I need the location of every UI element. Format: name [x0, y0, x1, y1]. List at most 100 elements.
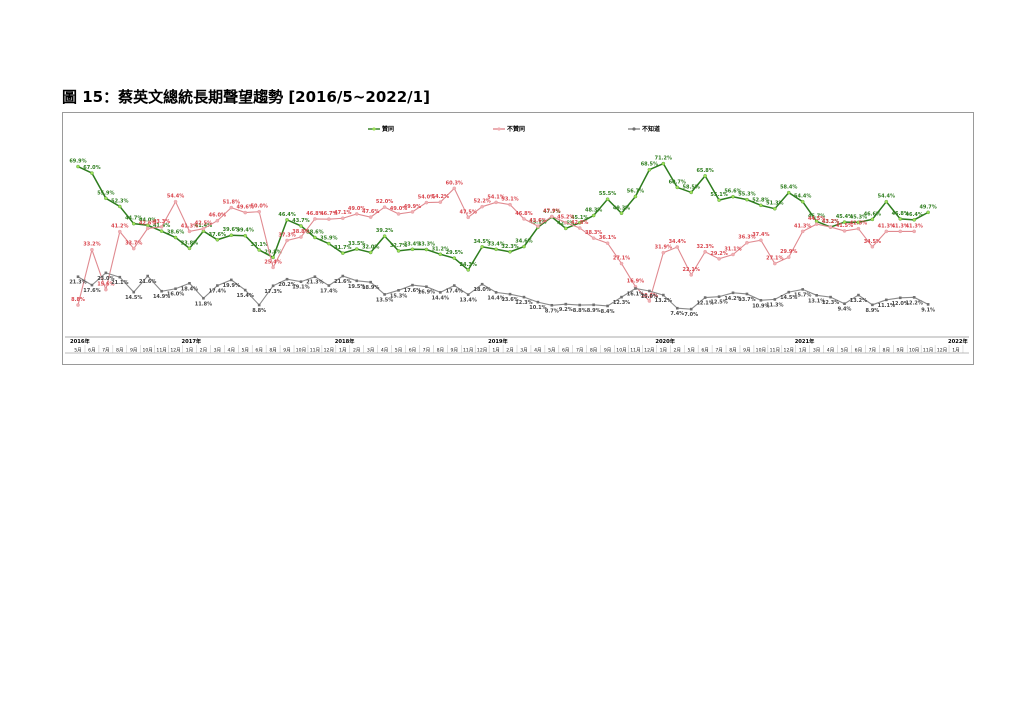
- data-label: 14.5%: [780, 295, 797, 301]
- data-point: [661, 250, 666, 255]
- data-point: [396, 212, 401, 216]
- data-label: 12.0%: [892, 301, 909, 307]
- data-point: [229, 233, 234, 237]
- data-label: 31.9%: [655, 245, 672, 251]
- data-point: [76, 275, 80, 279]
- x-tick-label: 4月: [228, 348, 236, 354]
- data-point: [731, 194, 735, 199]
- data-label: 8.7%: [545, 308, 559, 314]
- data-point: [90, 171, 94, 175]
- data-point: [327, 284, 331, 287]
- data-point: [382, 205, 387, 209]
- data-label: 17.4%: [446, 289, 463, 295]
- data-label: 44.5%: [808, 216, 825, 222]
- data-label: 9.4%: [838, 307, 852, 313]
- data-point: [508, 250, 512, 254]
- data-label: 39.2%: [376, 228, 393, 234]
- year-label: 2022年: [948, 337, 968, 345]
- year-label: 2021年: [795, 337, 815, 345]
- data-label: 55.9%: [97, 190, 114, 196]
- x-tick-label: 3月: [520, 348, 528, 354]
- data-label: 14.9%: [153, 294, 170, 300]
- data-point: [745, 240, 749, 245]
- data-label: 46.8%: [306, 211, 323, 217]
- data-label: 43.3%: [153, 219, 170, 225]
- data-point: [689, 307, 693, 311]
- x-tick-label: 5月: [395, 348, 403, 354]
- x-tick-label: 9月: [283, 348, 291, 354]
- data-point: [466, 268, 470, 272]
- year-label: 2019年: [488, 337, 508, 345]
- data-label: 31.2%: [432, 246, 449, 252]
- x-tick-label: 11月: [630, 348, 640, 354]
- legend-marker-0: [372, 127, 376, 131]
- data-label: 41.3%: [181, 223, 198, 229]
- data-label: 42.8%: [571, 220, 588, 226]
- data-label: 21.3%: [69, 280, 86, 286]
- data-label: 16.0%: [167, 292, 184, 298]
- x-tick-label: 5月: [687, 348, 695, 354]
- x-tick-label: 2月: [200, 348, 208, 354]
- data-point: [759, 238, 763, 242]
- data-label: 55.3%: [738, 192, 755, 198]
- data-label: 34.5%: [864, 239, 881, 245]
- data-label: 38.6%: [167, 230, 184, 236]
- data-point: [703, 296, 707, 299]
- x-tick-label: 10月: [909, 348, 919, 354]
- data-label: 45.4%: [836, 214, 853, 220]
- data-label: 41.3%: [906, 223, 923, 229]
- data-label: 16.9%: [418, 290, 435, 296]
- data-label: 13.5%: [376, 297, 393, 303]
- data-point: [494, 247, 498, 252]
- year-label: 2017年: [181, 337, 201, 345]
- data-point: [564, 226, 568, 231]
- data-label: 38.3%: [585, 230, 602, 236]
- data-label: 58.5%: [683, 184, 700, 190]
- data-label: 47.1%: [334, 210, 351, 216]
- data-point: [411, 283, 414, 287]
- data-point: [313, 275, 317, 279]
- data-point: [926, 303, 930, 306]
- data-point: [522, 295, 526, 299]
- series-line-0: [77, 162, 929, 272]
- data-point: [76, 164, 80, 169]
- data-point: [536, 300, 540, 304]
- data-point: [605, 241, 610, 245]
- data-point: [494, 200, 498, 205]
- data-point: [285, 277, 289, 281]
- series-1: 8.8% 33.2% 15.6% 41.2% 33.7% 42.6%43.3% 54.4% 4…: [71, 180, 923, 307]
- data-point: [243, 233, 247, 238]
- x-tick-label: 7月: [576, 348, 584, 354]
- data-point: [606, 304, 609, 308]
- data-label: 31.1%: [724, 247, 741, 253]
- data-label: 8.9%: [865, 308, 879, 314]
- data-label: 9.2%: [559, 307, 573, 313]
- data-label: 49.0%: [390, 206, 407, 212]
- data-point: [731, 291, 735, 295]
- data-label: 46.0%: [209, 213, 226, 219]
- data-point: [605, 197, 610, 201]
- data-point: [717, 198, 721, 202]
- data-point: [410, 247, 415, 252]
- data-label: 8.4%: [601, 309, 615, 315]
- data-point: [132, 290, 136, 294]
- data-label: 13.6%: [501, 297, 518, 303]
- data-point: [104, 196, 108, 201]
- data-point: [787, 190, 791, 195]
- data-point: [271, 284, 275, 288]
- data-label: 14.5%: [125, 295, 142, 301]
- data-label: 44.0%: [139, 217, 156, 223]
- data-label: 12.3%: [515, 300, 532, 306]
- data-label: 41.2%: [111, 224, 128, 230]
- data-label: 19.1%: [292, 285, 309, 291]
- data-point: [787, 290, 791, 294]
- series-line-2: [77, 272, 929, 310]
- data-label: 23.0%: [97, 276, 114, 282]
- data-point: [592, 303, 595, 307]
- data-point: [773, 298, 777, 301]
- data-point: [187, 229, 192, 234]
- data-point: [871, 303, 874, 307]
- data-label: 60.3%: [446, 180, 463, 186]
- x-tick-label: 1月: [339, 348, 347, 354]
- data-label: 43.6%: [529, 218, 546, 224]
